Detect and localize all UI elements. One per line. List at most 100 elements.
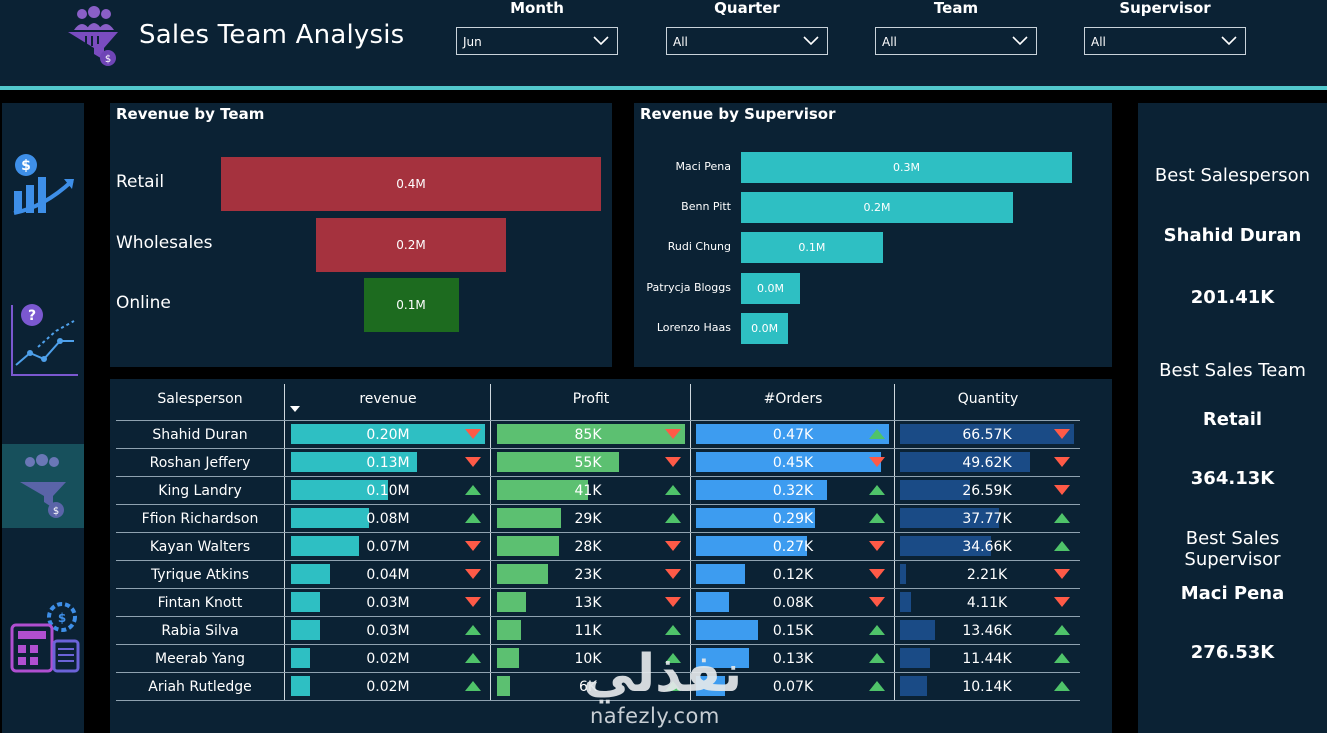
orders-bar bbox=[696, 648, 750, 668]
supervisor-dropdown[interactable]: All bbox=[1084, 27, 1246, 55]
supervisor-bar[interactable]: 0.0M bbox=[741, 312, 789, 344]
nav-analytics[interactable]: ? bbox=[2, 293, 84, 377]
quantity-bar bbox=[900, 424, 1074, 444]
profit-value: 6K bbox=[578, 679, 598, 695]
month-dropdown[interactable]: Jun bbox=[456, 27, 618, 55]
column-header-profit[interactable]: Profit bbox=[572, 391, 610, 407]
column-header-revenue[interactable]: revenue bbox=[359, 391, 417, 407]
orders-bar bbox=[696, 452, 881, 472]
trend-up-icon bbox=[1054, 653, 1070, 663]
team-label: Retail bbox=[116, 172, 165, 192]
supervisor-bar[interactable]: 0.0M bbox=[741, 272, 801, 304]
column-divider bbox=[490, 384, 491, 700]
quarter-value: All bbox=[673, 35, 688, 49]
quarter-dropdown[interactable]: All bbox=[666, 27, 828, 55]
trend-up-icon bbox=[869, 681, 885, 691]
nav-sales-team[interactable]: $ bbox=[2, 444, 84, 528]
trend-up-icon bbox=[869, 513, 885, 523]
supervisor-bar-label: 0.2M bbox=[863, 201, 891, 215]
row-divider bbox=[116, 672, 1080, 673]
column-header-quantity[interactable]: Quantity bbox=[957, 391, 1019, 407]
profit-value: 85K bbox=[574, 427, 602, 443]
orders-bar bbox=[696, 676, 725, 696]
salesperson-table: Salesperson revenue Profit #Orders Quant… bbox=[110, 379, 1112, 733]
salesperson-name: Shahid Duran bbox=[152, 427, 248, 443]
supervisor-bar[interactable]: 0.1M bbox=[741, 232, 883, 264]
orders-value: 0.07K bbox=[772, 679, 814, 695]
supervisor-label: Benn Pitt bbox=[681, 200, 731, 214]
quantity-value: 26.59K bbox=[962, 483, 1012, 499]
supervisor-bar[interactable]: 0.2M bbox=[741, 192, 1013, 224]
revenue-by-team-panel: Revenue by Team Retail 0.4M Wholesales 0.2M… bbox=[110, 103, 612, 367]
revenue-bar bbox=[291, 648, 311, 668]
profit-bar bbox=[497, 536, 559, 556]
salesperson-name: Fintan Knott bbox=[157, 595, 243, 611]
quantity-value: 4.11K bbox=[966, 595, 1008, 611]
supervisor-bar[interactable]: 0.3M bbox=[741, 152, 1072, 183]
trend-down-icon bbox=[1054, 597, 1070, 607]
supervisor-label: Maci Pena bbox=[675, 160, 731, 173]
filter-quarter: Quarter All bbox=[666, 0, 828, 55]
trend-up-icon bbox=[1054, 513, 1070, 523]
trend-up-icon bbox=[465, 513, 481, 523]
orders-bar bbox=[696, 536, 807, 556]
quantity-bar bbox=[900, 508, 999, 528]
quantity-bar bbox=[900, 536, 991, 556]
revenue-value: 0.08M bbox=[366, 511, 410, 527]
revenue-value: 0.04M bbox=[366, 567, 410, 583]
orders-value: 0.47K bbox=[772, 427, 814, 443]
supervisor-bar-label: 0.3M bbox=[893, 161, 920, 174]
revenue-by-supervisor-title: Revenue by Supervisor bbox=[640, 105, 836, 123]
chevron-down-icon bbox=[803, 36, 819, 46]
kpi-best-supervisor-title: Best Sales Supervisor bbox=[1184, 528, 1281, 570]
team-bar[interactable]: 0.4M bbox=[221, 157, 601, 211]
column-header-orders[interactable]: #Orders bbox=[763, 391, 823, 407]
column-divider bbox=[284, 384, 285, 700]
nav-calculator[interactable]: $ bbox=[2, 593, 84, 677]
row-divider bbox=[116, 504, 1080, 505]
quantity-value: 11.44K bbox=[962, 651, 1012, 667]
trend-down-icon bbox=[869, 569, 885, 579]
orders-bar bbox=[696, 592, 729, 612]
quantity-value: 13.46K bbox=[962, 623, 1012, 639]
column-header-salesperson[interactable]: Salesperson bbox=[157, 391, 243, 407]
nav-revenue[interactable]: $ bbox=[2, 143, 84, 227]
profit-value: 13K bbox=[574, 595, 602, 611]
trend-down-icon bbox=[465, 457, 481, 467]
orders-value: 0.13K bbox=[772, 651, 814, 667]
calculator-icon: $ bbox=[10, 602, 80, 673]
trend-up-icon bbox=[465, 681, 481, 691]
orders-value: 0.32K bbox=[772, 483, 814, 499]
trend-down-icon bbox=[869, 597, 885, 607]
orders-bar bbox=[696, 480, 828, 500]
quantity-value: 34.66K bbox=[962, 539, 1012, 555]
left-nav: $ ? $ $ bbox=[2, 103, 84, 733]
trend-up-icon bbox=[465, 485, 481, 495]
team-bar[interactable]: 0.1M bbox=[363, 278, 459, 332]
salesperson-name: Kayan Walters bbox=[149, 539, 251, 555]
salesperson-name: Roshan Jeffery bbox=[149, 455, 251, 471]
team-bar-label: 0.4M bbox=[396, 177, 426, 191]
svg-text:$: $ bbox=[105, 54, 111, 65]
quantity-value: 2.21K bbox=[966, 567, 1008, 583]
chevron-down-icon bbox=[1012, 36, 1028, 46]
profit-bar bbox=[497, 620, 522, 640]
trend-down-icon bbox=[465, 597, 481, 607]
row-divider bbox=[116, 476, 1080, 477]
kpi-best-team-title: Best Sales Team bbox=[1159, 360, 1306, 381]
revenue-by-supervisor-panel: Revenue by Supervisor Maci Pena 0.3M Benn … bbox=[634, 103, 1112, 367]
team-dropdown[interactable]: All bbox=[875, 27, 1037, 55]
revenue-value: 0.03M bbox=[366, 623, 410, 639]
salesperson-name: Rabia Silva bbox=[161, 623, 239, 639]
profit-bar bbox=[497, 452, 619, 472]
row-divider bbox=[116, 560, 1080, 561]
revenue-value: 0.02M bbox=[366, 651, 410, 667]
orders-value: 0.15K bbox=[772, 623, 814, 639]
trend-down-icon bbox=[1054, 429, 1070, 439]
kpi-best-supervisor-name: Maci Pena bbox=[1180, 583, 1285, 604]
quantity-bar bbox=[900, 676, 927, 696]
quantity-value: 66.57K bbox=[962, 427, 1012, 443]
sales-team-logo-icon: $ bbox=[64, 4, 122, 68]
team-bar[interactable]: 0.2M bbox=[316, 218, 506, 272]
revenue-value: 0.07M bbox=[366, 539, 410, 555]
